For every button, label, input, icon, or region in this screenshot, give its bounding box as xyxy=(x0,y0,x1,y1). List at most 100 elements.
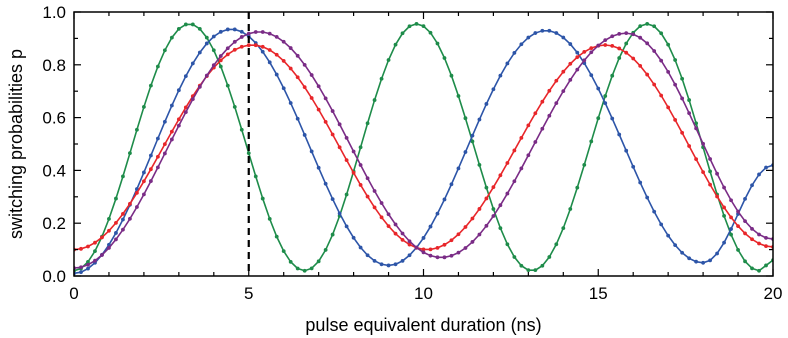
data-point xyxy=(142,105,146,109)
y-tick-label: 0.8 xyxy=(42,56,66,75)
data-point xyxy=(631,56,636,61)
data-point xyxy=(302,268,307,273)
data-point xyxy=(107,216,111,221)
data-point xyxy=(407,242,412,247)
data-point xyxy=(365,253,370,258)
data-point xyxy=(148,179,153,183)
data-point xyxy=(232,47,237,52)
data-point xyxy=(169,129,174,134)
data-point xyxy=(673,117,678,122)
data-point xyxy=(197,50,202,55)
series-1 xyxy=(74,21,773,273)
data-point xyxy=(128,201,132,206)
data-point xyxy=(449,253,454,258)
data-point xyxy=(358,183,363,187)
data-point xyxy=(197,84,202,89)
data-point xyxy=(708,157,712,161)
data-point xyxy=(302,85,307,90)
data-point xyxy=(456,166,461,171)
data-point xyxy=(750,266,754,271)
data-point xyxy=(379,215,384,220)
data-point xyxy=(142,170,146,175)
data-point xyxy=(232,105,237,109)
data-point xyxy=(540,126,545,131)
data-point xyxy=(386,263,391,268)
data-point xyxy=(442,197,447,202)
data-point xyxy=(344,224,349,229)
data-point xyxy=(687,98,692,102)
data-point xyxy=(596,43,601,48)
data-point xyxy=(218,29,223,34)
data-point xyxy=(239,44,244,49)
data-point xyxy=(351,149,356,154)
data-point xyxy=(393,42,398,47)
data-point xyxy=(379,76,384,81)
data-point xyxy=(239,127,244,132)
data-point xyxy=(512,255,517,259)
data-point xyxy=(736,224,740,228)
data-point xyxy=(491,87,496,92)
data-point xyxy=(554,101,559,106)
data-point xyxy=(246,151,251,156)
data-point xyxy=(645,41,650,46)
data-point xyxy=(526,268,531,273)
data-point xyxy=(477,232,482,237)
data-point xyxy=(344,135,349,140)
data-point xyxy=(617,132,622,137)
data-point xyxy=(736,248,740,252)
data-point xyxy=(519,135,524,140)
data-point xyxy=(218,54,223,58)
data-point xyxy=(232,39,237,44)
data-point xyxy=(176,123,181,128)
data-point xyxy=(652,24,657,29)
data-point xyxy=(330,132,335,137)
data-point xyxy=(267,31,272,36)
data-point xyxy=(554,242,559,247)
data-point xyxy=(750,226,754,231)
data-point xyxy=(442,56,447,60)
data-point xyxy=(309,73,314,77)
data-point xyxy=(365,176,370,181)
data-point xyxy=(190,22,195,27)
data-point xyxy=(561,226,566,231)
data-point xyxy=(694,259,699,264)
data-point xyxy=(757,268,761,273)
data-point xyxy=(533,140,538,144)
data-point xyxy=(659,58,664,63)
data-point xyxy=(456,250,461,255)
data-point xyxy=(470,133,475,138)
data-point xyxy=(617,56,622,60)
data-point xyxy=(246,31,251,36)
data-point xyxy=(386,224,391,229)
data-point xyxy=(211,34,216,39)
data-point xyxy=(680,96,685,101)
data-point xyxy=(547,28,552,33)
data-point xyxy=(114,231,118,235)
data-point xyxy=(708,258,712,263)
data-point xyxy=(121,217,125,222)
data-point xyxy=(407,253,412,258)
data-point xyxy=(610,116,615,121)
data-point xyxy=(484,185,489,190)
data-point xyxy=(330,197,335,201)
x-tick-label: 0 xyxy=(69,284,78,303)
data-point xyxy=(666,69,671,74)
data-point xyxy=(533,31,538,35)
data-point xyxy=(267,216,272,221)
data-point xyxy=(610,73,615,78)
data-point xyxy=(491,214,496,218)
data-point xyxy=(477,117,482,122)
data-point xyxy=(505,61,510,66)
data-point xyxy=(211,48,216,53)
data-point xyxy=(260,196,265,201)
data-point xyxy=(722,240,726,245)
data-point xyxy=(107,228,111,233)
data-point xyxy=(393,222,398,227)
data-point xyxy=(666,42,671,47)
data-point xyxy=(512,148,517,153)
data-point xyxy=(183,110,188,114)
data-point xyxy=(267,48,272,52)
data-point xyxy=(582,162,587,167)
data-point xyxy=(218,58,223,63)
